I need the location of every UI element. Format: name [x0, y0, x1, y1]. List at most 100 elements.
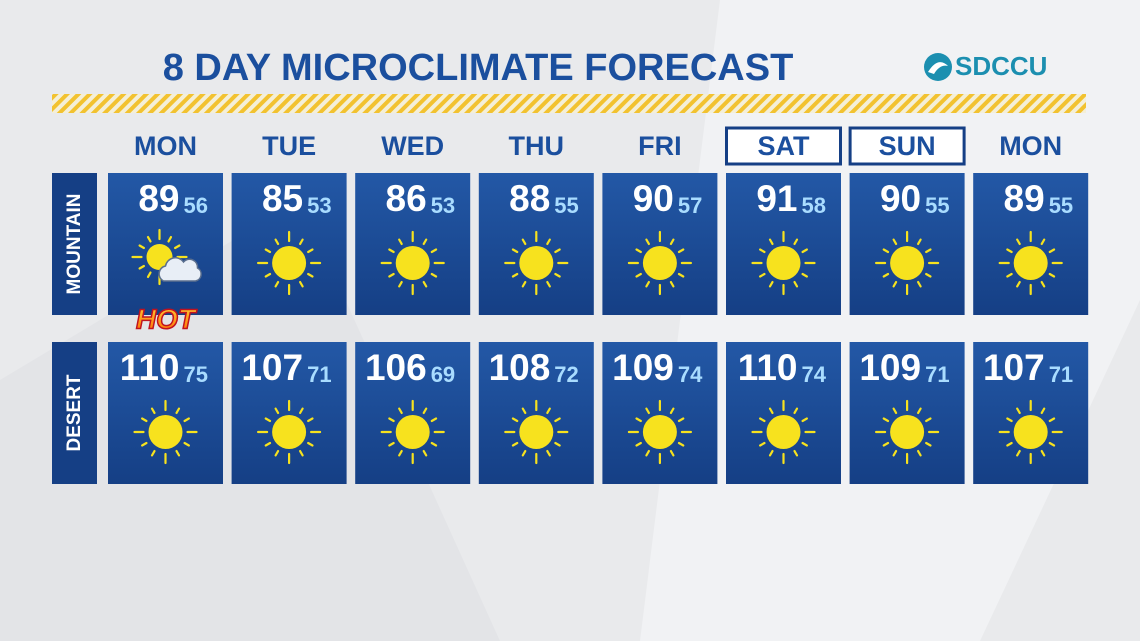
sun-ray [511, 272, 519, 278]
day-label: SUN [879, 131, 936, 161]
low-temp: 74 [802, 362, 827, 387]
sun-disc [519, 415, 554, 449]
sun-ray [264, 272, 272, 278]
sun-ray [1048, 248, 1056, 254]
sun-ray [138, 244, 146, 250]
row-label-box [52, 173, 97, 315]
sun-ray [274, 280, 280, 288]
weekend-box [848, 126, 966, 166]
day-label: SAT [758, 131, 811, 161]
high-temp: 107 [241, 347, 303, 388]
sun-ray [635, 248, 642, 254]
sun-ray [882, 248, 890, 254]
high-temp: 110 [120, 347, 180, 388]
high-temp: 110 [738, 347, 798, 388]
sun-disc [272, 415, 307, 449]
sun-ray [801, 417, 808, 423]
row-label-box [52, 342, 97, 484]
sun-ray [264, 248, 272, 254]
sun-ray [521, 280, 527, 288]
sun-ray [1006, 417, 1013, 423]
sun-ray [759, 248, 766, 254]
sun-ray [422, 449, 428, 457]
low-temp: 57 [678, 193, 702, 218]
low-temp: 55 [554, 193, 578, 218]
day-label: WED [381, 131, 444, 161]
low-temp: 58 [802, 193, 826, 218]
low-temp: 71 [1049, 362, 1073, 387]
sun-disc [148, 415, 183, 449]
sun-ray [1040, 238, 1046, 246]
sun-disc [766, 246, 801, 280]
forecast-cell [108, 173, 223, 315]
sun-icon [998, 399, 1063, 465]
high-temp: 88 [509, 178, 550, 219]
sun-ray [645, 407, 651, 415]
sun-ray [554, 417, 561, 423]
sun-icon [380, 399, 445, 465]
sun-icon [133, 399, 198, 465]
sun-icon [504, 230, 569, 296]
sun-ray [388, 417, 395, 423]
row-label: DESERT [64, 374, 85, 451]
low-temp: 72 [554, 362, 578, 387]
sun-ray [307, 248, 314, 254]
sun-ray [430, 441, 438, 447]
logo-icon-sail [928, 62, 948, 74]
high-temp: 85 [262, 178, 303, 219]
cloud [158, 257, 202, 282]
sun-ray [1040, 449, 1046, 457]
sun-ray [801, 248, 808, 254]
low-temp: 71 [925, 362, 949, 387]
sun-ray [801, 272, 808, 278]
sun-icon [627, 399, 693, 465]
sun-icon [874, 230, 940, 296]
sun-disc [395, 415, 430, 449]
sun-ray [645, 280, 651, 288]
sun-ray [299, 449, 304, 457]
sun-ray [635, 272, 642, 278]
high-temp: 109 [612, 347, 674, 388]
sun-ray [546, 238, 551, 246]
sun-ray [546, 280, 551, 288]
low-temp: 55 [925, 193, 949, 218]
sun-ray [677, 248, 685, 254]
sun-ray [1006, 441, 1013, 447]
sun-ray [183, 417, 190, 423]
sun-ray [1048, 417, 1056, 423]
sun-ray [916, 280, 922, 288]
sun-disc [395, 246, 430, 280]
sun-ray [882, 417, 890, 423]
sun-disc [890, 415, 925, 449]
sun-icon [874, 399, 940, 465]
sun-ray [793, 238, 799, 246]
sun-ray [546, 449, 551, 457]
sun-ray [925, 417, 932, 423]
sun-ray [1040, 280, 1046, 288]
sun-ray [511, 441, 519, 447]
high-temp: 90 [880, 178, 921, 219]
day-label: THU [509, 131, 565, 161]
sun-ray [173, 244, 181, 250]
sun-ray [138, 264, 146, 270]
sun-ray [916, 238, 922, 246]
sun-ray [1016, 449, 1021, 457]
sun-ray [398, 280, 403, 288]
high-temp: 89 [1004, 178, 1045, 219]
sun-ray [521, 238, 527, 246]
sun-ray [645, 449, 651, 457]
low-temp: 56 [184, 193, 208, 218]
sun-ray [175, 407, 181, 415]
sun-ray [669, 449, 675, 457]
sun-ray [892, 449, 898, 457]
sun-ray [759, 417, 766, 423]
sun-ray [1040, 407, 1046, 415]
high-temp: 90 [633, 178, 674, 219]
sun-ray [554, 248, 561, 254]
sun-icon [257, 399, 322, 465]
low-temp: 55 [1049, 193, 1073, 218]
sun-ray [759, 272, 766, 278]
sun-ray [150, 449, 156, 457]
